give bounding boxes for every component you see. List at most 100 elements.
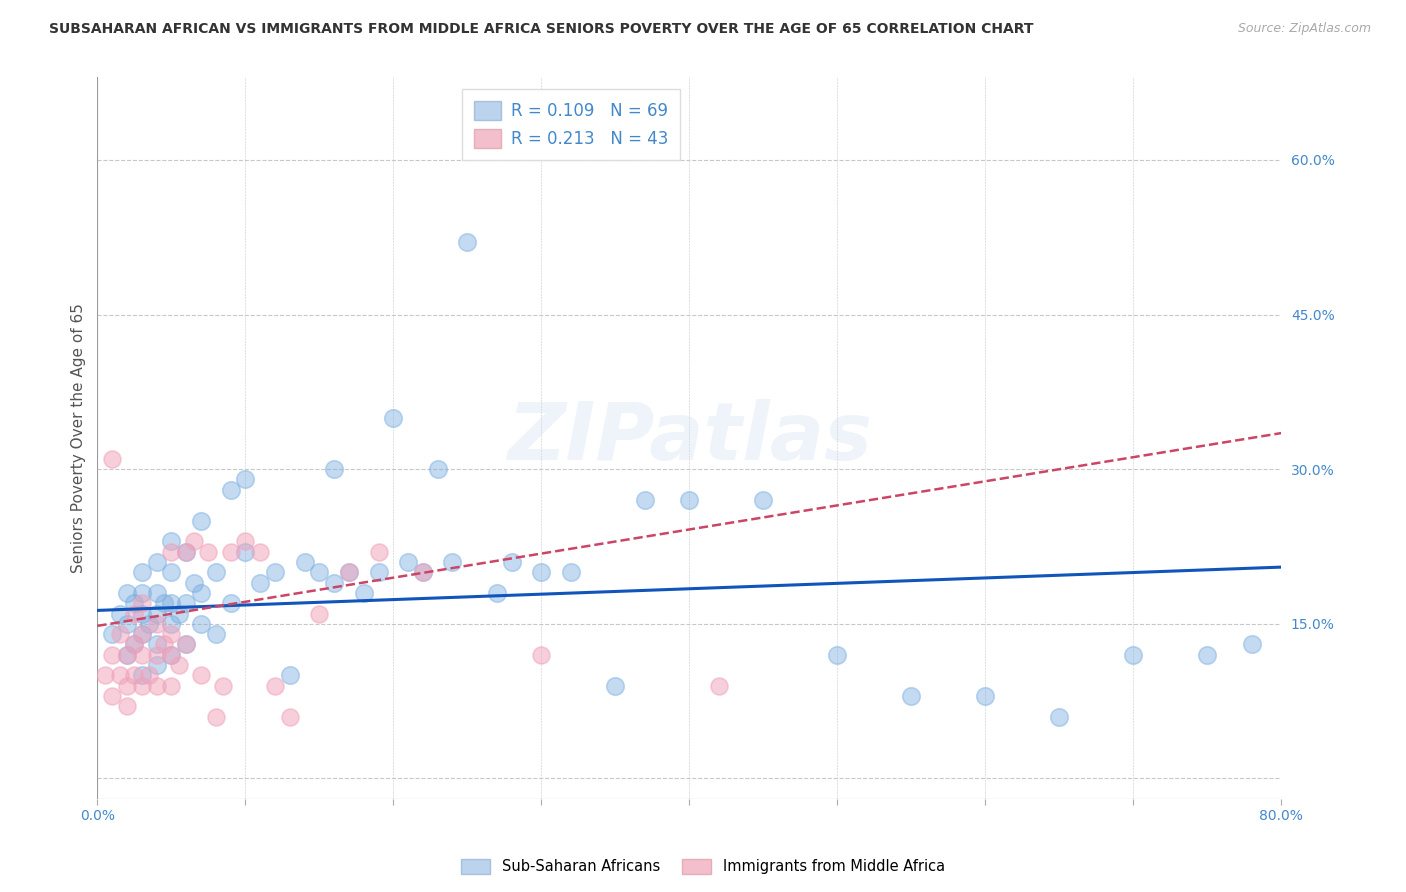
Point (212, 679, 235, 693)
Point (101, 627, 124, 641)
Point (145, 607, 167, 621)
Point (160, 648, 183, 662)
Point (456, 235, 478, 250)
Point (145, 586, 167, 600)
Point (160, 679, 183, 693)
Point (145, 679, 167, 693)
Point (197, 544, 219, 558)
Point (145, 555, 167, 569)
Point (219, 544, 242, 558)
Point (160, 596, 183, 610)
Point (183, 575, 205, 590)
Point (233, 473, 256, 487)
Point (249, 575, 271, 590)
Point (131, 596, 153, 610)
Point (264, 566, 287, 580)
Text: Source: ZipAtlas.com: Source: ZipAtlas.com (1237, 22, 1371, 36)
Point (382, 410, 405, 425)
Point (174, 544, 197, 558)
Point (131, 668, 153, 682)
Point (108, 668, 131, 682)
Point (219, 596, 242, 610)
Point (294, 555, 316, 569)
Point (1240, 637, 1263, 651)
Point (131, 627, 153, 641)
Point (233, 544, 256, 558)
Point (124, 607, 146, 621)
Point (115, 586, 138, 600)
Point (707, 679, 730, 693)
Point (145, 658, 167, 673)
Point (108, 627, 131, 641)
Point (530, 566, 553, 580)
Point (308, 607, 330, 621)
Point (115, 616, 138, 631)
Point (124, 596, 146, 610)
Point (160, 534, 183, 549)
Point (94, 668, 117, 682)
Point (167, 658, 190, 673)
Legend: Sub-Saharan Africans, Immigrants from Middle Africa: Sub-Saharan Africans, Immigrants from Mi… (456, 853, 950, 880)
Point (323, 575, 346, 590)
Point (323, 462, 346, 476)
Point (530, 648, 553, 662)
Point (426, 462, 449, 476)
Text: SUBSAHARAN AFRICAN VS IMMIGRANTS FROM MIDDLE AFRICA SENIORS POVERTY OVER THE AGE: SUBSAHARAN AFRICAN VS IMMIGRANTS FROM MI… (49, 22, 1033, 37)
Point (145, 616, 167, 631)
Point (900, 689, 922, 703)
Point (131, 679, 153, 693)
Point (131, 627, 153, 641)
Point (337, 566, 360, 580)
Point (752, 493, 775, 508)
Point (101, 451, 124, 466)
Point (278, 668, 301, 682)
Point (174, 596, 197, 610)
Y-axis label: Seniors Poverty Over the Age of 65: Seniors Poverty Over the Age of 65 (72, 303, 86, 574)
Point (160, 616, 183, 631)
Legend: R = 0.109   N = 69, R = 0.213   N = 43: R = 0.109 N = 69, R = 0.213 N = 43 (463, 89, 679, 160)
Point (367, 566, 389, 580)
Point (115, 648, 138, 662)
Point (145, 648, 167, 662)
Point (167, 607, 190, 621)
Point (1122, 648, 1144, 662)
Point (115, 699, 138, 714)
Point (131, 586, 153, 600)
Point (145, 637, 167, 651)
Point (190, 668, 212, 682)
Point (108, 607, 131, 621)
Point (183, 534, 205, 549)
Point (124, 637, 146, 651)
Point (124, 668, 146, 682)
Point (190, 586, 212, 600)
Point (249, 544, 271, 558)
Point (115, 679, 138, 693)
Point (605, 679, 627, 693)
Point (1197, 648, 1219, 662)
Point (412, 566, 434, 580)
Point (825, 648, 848, 662)
Point (501, 555, 523, 569)
Point (138, 616, 160, 631)
Point (308, 566, 330, 580)
Text: ZIPatlas: ZIPatlas (506, 400, 872, 477)
Point (264, 679, 287, 693)
Point (1047, 709, 1070, 723)
Point (115, 648, 138, 662)
Point (160, 627, 183, 641)
Point (174, 544, 197, 558)
Point (131, 648, 153, 662)
Point (278, 709, 301, 723)
Point (190, 514, 212, 528)
Point (396, 555, 419, 569)
Point (412, 566, 434, 580)
Point (441, 555, 464, 569)
Point (678, 493, 700, 508)
Point (204, 566, 226, 580)
Point (153, 596, 176, 610)
Point (101, 689, 124, 703)
Point (160, 544, 183, 558)
Point (124, 637, 146, 651)
Point (219, 483, 242, 497)
Point (634, 493, 657, 508)
